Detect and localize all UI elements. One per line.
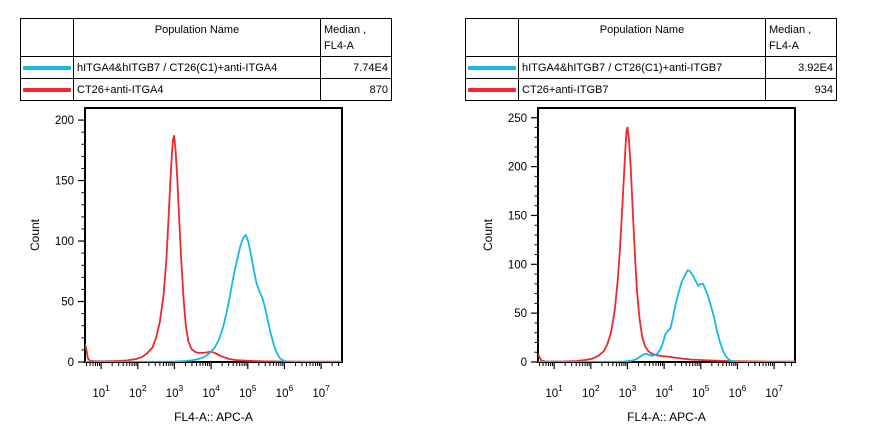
flow-histogram-right: 0 50 100 150 200 250 101 102 103 104 105 106 107 Coun… xyxy=(481,107,796,424)
y-tick-label: 100 xyxy=(55,236,74,248)
population-name-header: Population Name xyxy=(518,18,766,57)
legend-table-left: Population Name Median , FL4-A hITGA4&hI… xyxy=(20,18,392,101)
y-axis-label: Count xyxy=(481,218,495,251)
x-tick-label: 106 xyxy=(729,383,747,400)
x-tick-label: 107 xyxy=(765,383,783,400)
x-axis-label: FL4-A:: APC-A xyxy=(627,410,706,424)
series-swatch-cyan xyxy=(23,65,71,70)
plot-border xyxy=(84,107,343,363)
flow-histogram-left: 0 50 100 150 200 101 102 103 104 105 106 107 Count FL… xyxy=(28,107,343,424)
median-value: 7.74E4 xyxy=(353,61,388,74)
y-tick-label: 0 xyxy=(68,357,74,369)
y-tick-label: 200 xyxy=(55,115,74,127)
population-name: CT26+anti-ITGB7 xyxy=(522,83,609,96)
median-header: Median , FL4-A xyxy=(320,18,392,57)
x-tick-label: 105 xyxy=(692,383,710,400)
y-tick-label: 0 xyxy=(521,357,527,369)
legend-header-row: Population Name Median , FL4-A xyxy=(20,18,392,57)
x-tick-label: 104 xyxy=(655,383,673,400)
x-tick-label: 107 xyxy=(312,383,330,400)
x-tick-label: 104 xyxy=(202,383,220,400)
population-name: CT26+anti-ITGA4 xyxy=(77,83,164,96)
legend-row: hITGA4&hITGB7 / CT26(C1)+anti-ITGB7 3.92… xyxy=(465,56,837,79)
legend-row: hITGA4&hITGB7 / CT26(C1)+anti-ITGA4 7.74… xyxy=(20,56,392,79)
y-tick-label: 250 xyxy=(508,113,527,125)
legend-header-row: Population Name Median , FL4-A xyxy=(465,18,837,57)
x-tick-label: 105 xyxy=(239,383,257,400)
x-tick-label: 103 xyxy=(166,383,184,400)
median-value: 3.92E4 xyxy=(798,61,833,74)
series-curve xyxy=(85,134,342,362)
population-name: hITGA4&hITGB7 / CT26(C1)+anti-ITGA4 xyxy=(77,61,278,74)
x-tick-label: 102 xyxy=(582,383,600,400)
legend-row: CT26+anti-ITGA4 870 xyxy=(20,78,392,101)
series-swatch-cyan xyxy=(468,65,516,70)
x-tick-label: 101 xyxy=(92,383,110,400)
y-tick-label: 50 xyxy=(514,308,527,320)
series-swatch-red xyxy=(468,87,516,92)
legend-table-right: Population Name Median , FL4-A hITGA4&hI… xyxy=(465,18,837,101)
swatch-header-cell xyxy=(20,18,74,57)
legend-row: CT26+anti-ITGB7 934 xyxy=(465,78,837,101)
y-tick-label: 100 xyxy=(508,259,527,271)
series-curve xyxy=(538,126,795,362)
plot-border xyxy=(537,107,796,363)
y-tick-label: 150 xyxy=(508,210,527,222)
y-axis-label: Count xyxy=(28,218,42,251)
x-tick-label: 106 xyxy=(276,383,294,400)
x-tick-label: 101 xyxy=(545,383,563,400)
y-tick-label: 200 xyxy=(508,162,527,174)
population-name: hITGA4&hITGB7 / CT26(C1)+anti-ITGB7 xyxy=(522,61,723,74)
x-tick-label: 103 xyxy=(619,383,637,400)
median-value: 870 xyxy=(369,83,388,96)
population-name-header: Population Name xyxy=(73,18,321,57)
series-swatch-red xyxy=(23,87,71,92)
median-header: Median , FL4-A xyxy=(765,18,837,57)
median-value: 934 xyxy=(814,83,833,96)
x-axis-label: FL4-A:: APC-A xyxy=(174,410,253,424)
x-tick-label: 102 xyxy=(129,383,147,400)
swatch-header-cell xyxy=(465,18,519,57)
series-curve xyxy=(85,234,342,362)
y-tick-label: 150 xyxy=(55,176,74,188)
y-tick-label: 50 xyxy=(61,297,74,309)
series-curve xyxy=(538,269,795,362)
